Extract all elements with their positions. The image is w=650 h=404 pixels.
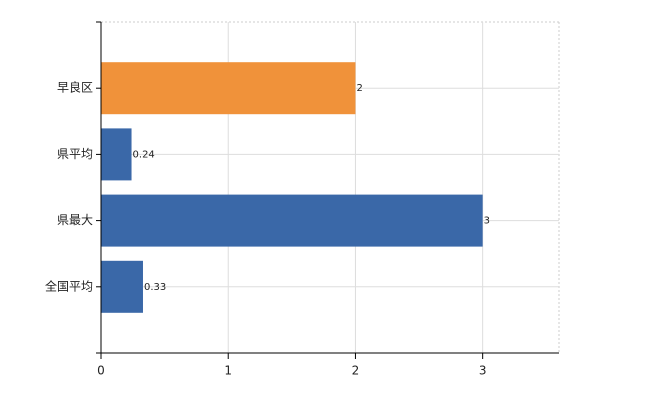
value-label: 0.33 xyxy=(144,282,166,293)
bar xyxy=(101,128,132,181)
x-tick-label: 1 xyxy=(224,364,232,378)
y-tick-label: 全国平均 xyxy=(45,278,93,293)
bar xyxy=(101,260,143,313)
value-label: 0.24 xyxy=(133,149,155,160)
bar xyxy=(101,62,356,115)
value-label: 3 xyxy=(484,216,490,227)
value-label: 2 xyxy=(356,83,362,94)
y-tick-label: 県最大 xyxy=(57,213,93,227)
x-tick-label: 2 xyxy=(352,364,360,378)
x-tick-label: 3 xyxy=(479,364,487,378)
x-tick-label: 0 xyxy=(97,364,105,378)
y-tick-label: 県平均 xyxy=(57,147,93,161)
bar xyxy=(101,194,483,247)
y-tick-label: 早良区 xyxy=(57,80,93,95)
